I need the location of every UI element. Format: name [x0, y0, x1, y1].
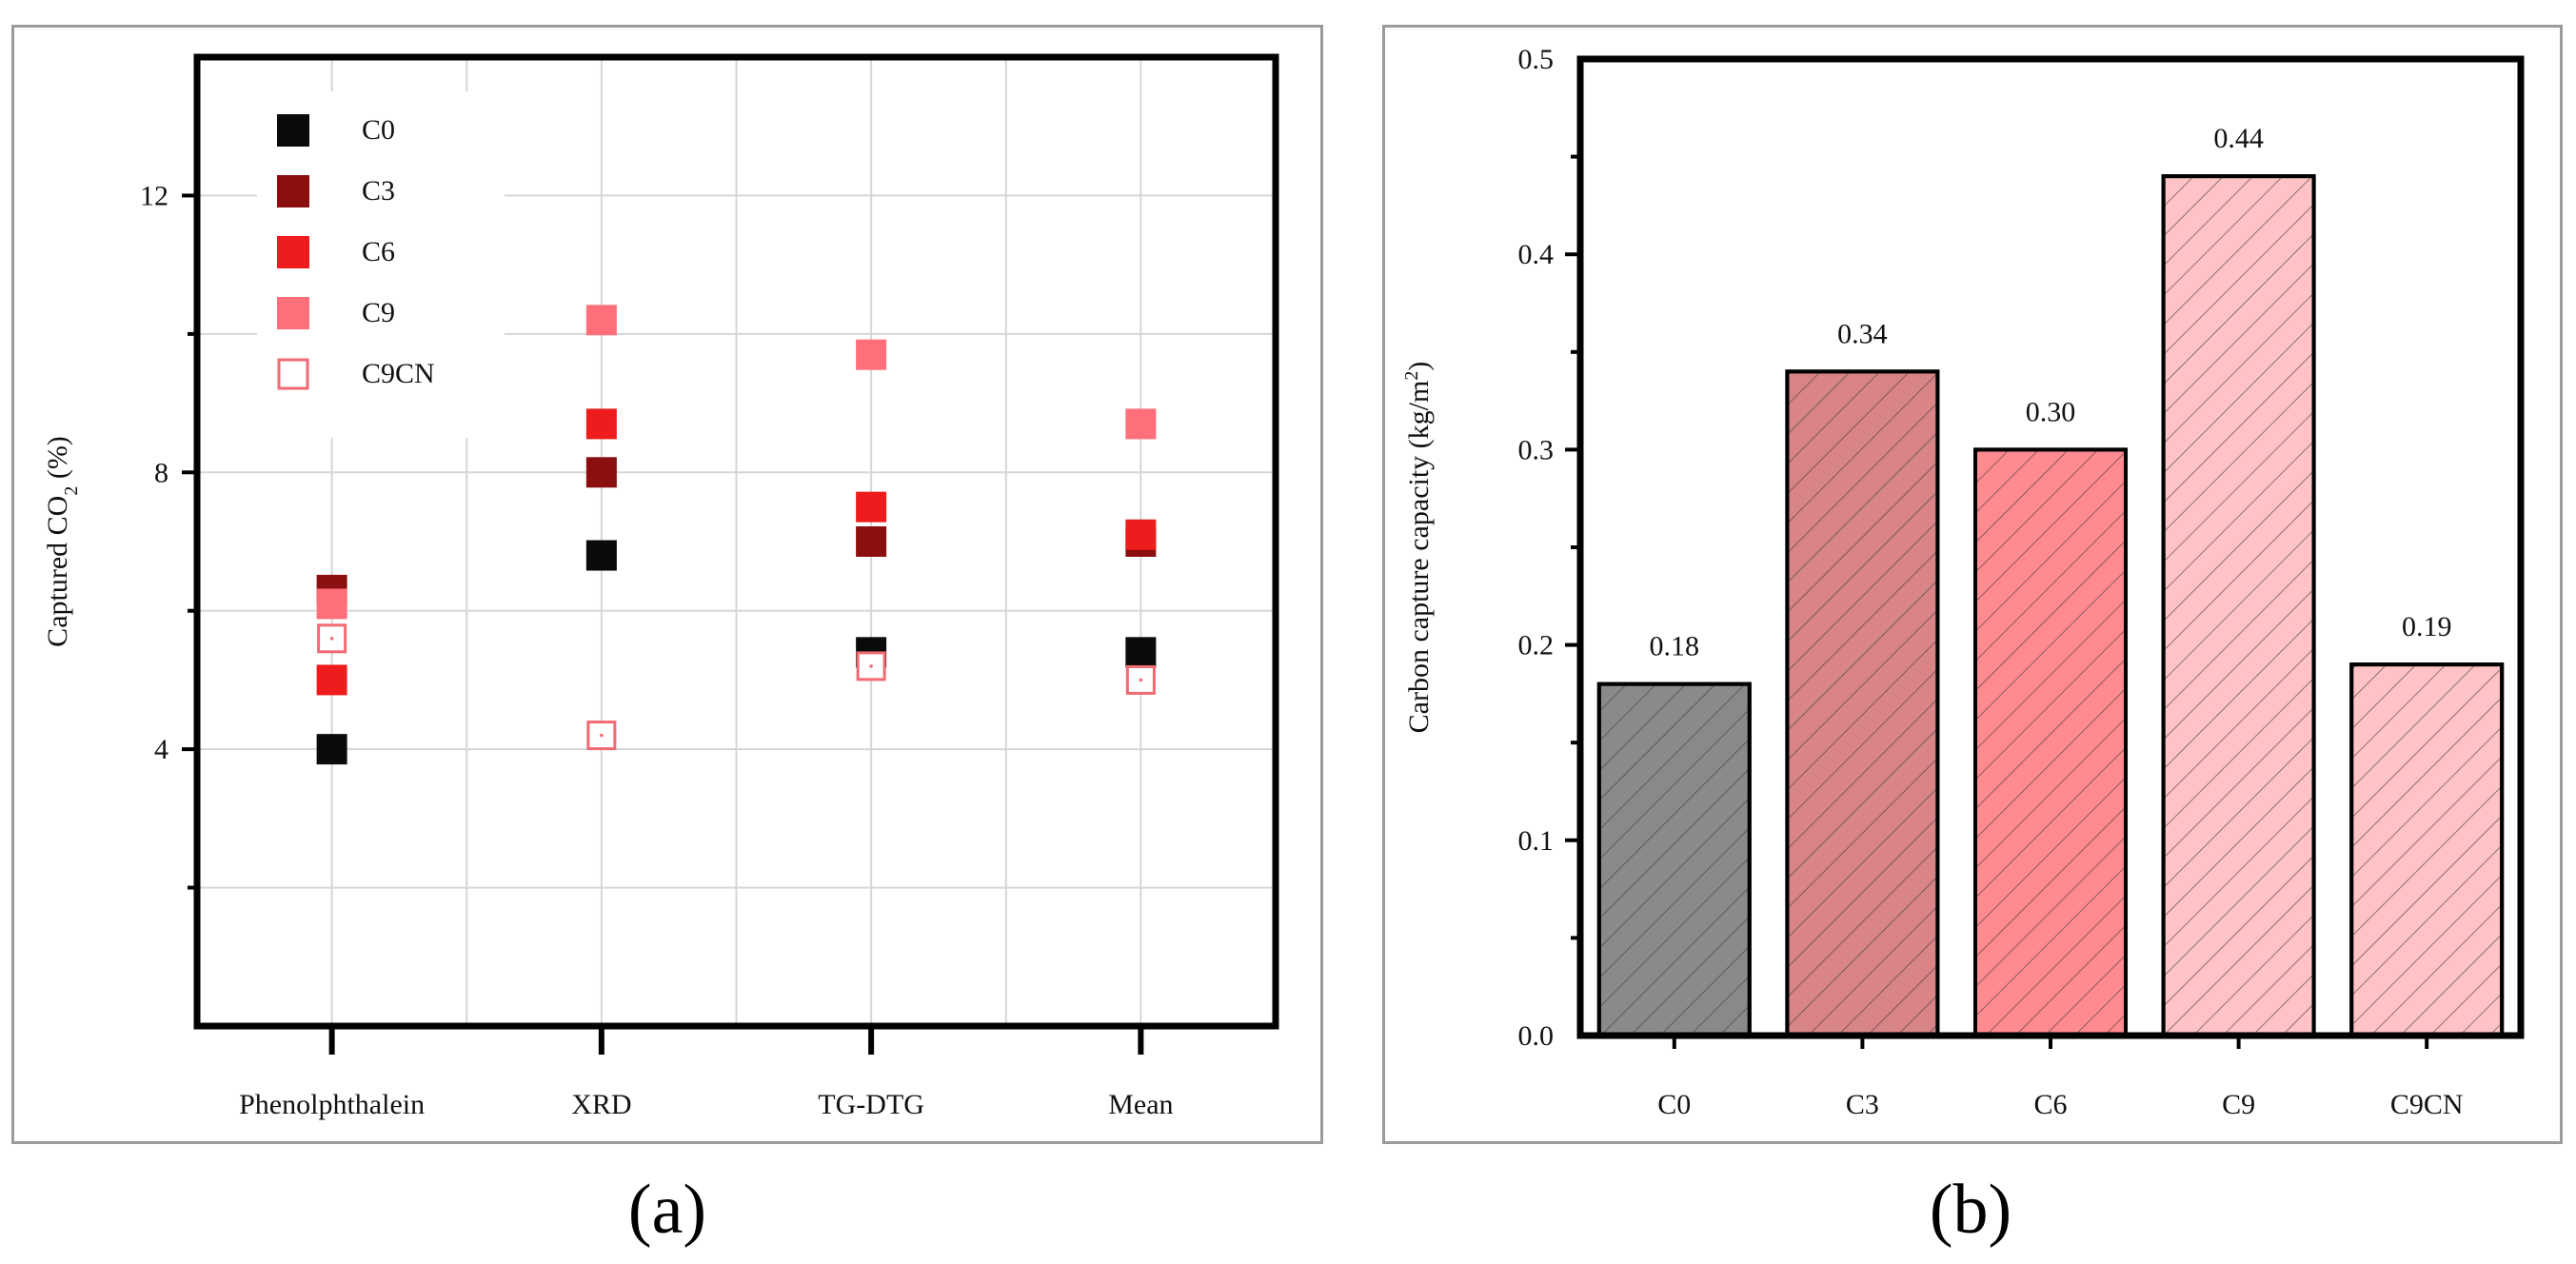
- data-point-c3: [585, 457, 617, 488]
- chart-a-y-axis-title: Captured CO2 (%): [42, 436, 82, 647]
- bar-hatch-c6: [1975, 449, 2126, 1036]
- y-tick-label: 0.2: [1518, 630, 1555, 662]
- bar-hatch-c9: [2163, 176, 2314, 1036]
- bar-value-label: 0.19: [2402, 611, 2452, 642]
- x-tick-label: C9: [2222, 1089, 2255, 1120]
- y-tick-label: 0.4: [1518, 239, 1555, 270]
- chart-b-x-tick-labels: C0 C3 C6 C9 C9CN: [1657, 1089, 2463, 1120]
- chart-a-x-tick-labels: Phenolphthalein XRD TG-DTG Mean: [239, 1089, 1173, 1120]
- bar-chart-panel: 0.0 0.1 0.2 0.3 0.4 0.5 C0 C3 C6 C9 C9CN 0.18 0.34…: [1401, 44, 2525, 1249]
- data-point-c0: [316, 734, 347, 765]
- chart-b-plot-frame: [1576, 55, 2525, 1039]
- panel-a-label: (a): [628, 1171, 706, 1249]
- legend-marker-c0: [277, 114, 309, 147]
- bar-value-label: 0.30: [2026, 396, 2076, 427]
- chart-b-data-labels: 0.18 0.34 0.30 0.44 0.19: [1650, 123, 2452, 662]
- legend-label: C6: [362, 236, 395, 267]
- data-point-c9cn: [586, 721, 617, 751]
- x-tick-label: C3: [1846, 1089, 1879, 1120]
- chart-a-y-tick-labels: 4 8 12: [140, 180, 168, 765]
- data-point-c9: [585, 305, 617, 336]
- data-point-c6: [856, 491, 887, 523]
- bar-value-label: 0.44: [2213, 123, 2264, 154]
- y-tick-label: 0.3: [1518, 434, 1555, 465]
- bar-value-label: 0.34: [1837, 318, 1888, 349]
- data-point-c6: [585, 408, 617, 440]
- data-point-c6: [316, 664, 347, 696]
- x-tick-label: C6: [2033, 1089, 2067, 1120]
- legend-marker-c3: [277, 175, 309, 207]
- x-tick-label: Phenolphthalein: [239, 1089, 425, 1120]
- y-tick-label: 12: [140, 180, 168, 211]
- x-tick-label: XRD: [571, 1089, 631, 1120]
- data-point-center-dot: [1139, 678, 1143, 682]
- chart-b-bars: [1596, 174, 2505, 1037]
- x-tick-label: C0: [1657, 1089, 1691, 1120]
- data-point-c0: [1125, 637, 1157, 668]
- scatter-chart-panel: 4 8 12 Phenolphthalein XRD TG-DTG Mean Captur…: [42, 53, 1279, 1249]
- chart-a-legend: C0 C3 C6 C9 C9CN: [257, 91, 505, 438]
- legend-marker-c6: [277, 236, 309, 268]
- legend-marker-c9cn: [277, 358, 309, 390]
- y-tick-label: 0.1: [1518, 825, 1555, 857]
- x-tick-label: C9CN: [2390, 1089, 2464, 1120]
- legend-label: C9CN: [362, 358, 435, 389]
- chart-b-y-axis-title: Carbon capture capacity (kg/m2): [1401, 362, 1435, 734]
- panel-a-frame: [11, 25, 1323, 1144]
- data-point-c0: [585, 540, 617, 571]
- y-tick-label: 8: [154, 457, 168, 488]
- panel-b-label: (b): [1930, 1171, 2011, 1249]
- legend-label: C3: [362, 175, 395, 207]
- y-tick-label: 0.0: [1518, 1020, 1555, 1052]
- chart-a-data-points: [316, 305, 1157, 765]
- data-point-c9: [316, 588, 347, 620]
- x-tick-label: TG-DTG: [818, 1089, 924, 1120]
- chart-a-plot-frame: [193, 53, 1279, 1030]
- y-tick-label: 0.5: [1518, 44, 1555, 75]
- data-point-center-dot: [600, 733, 604, 738]
- bar-hatch-c9cn: [2351, 664, 2503, 1036]
- legend-marker-c9: [277, 297, 309, 329]
- chart-b-y-tick-labels: 0.0 0.1 0.2 0.3 0.4 0.5: [1518, 44, 1555, 1052]
- bar-hatch-c0: [1598, 683, 1750, 1036]
- legend-label: C0: [362, 114, 395, 146]
- data-point-c3: [856, 526, 887, 557]
- y-tick-label: 4: [154, 734, 168, 765]
- data-point-c9: [1125, 408, 1157, 440]
- data-point-center-dot: [869, 664, 873, 668]
- bar-value-label: 0.18: [1650, 631, 1700, 662]
- bar-hatch-c3: [1787, 371, 1938, 1036]
- data-point-center-dot: [329, 637, 334, 641]
- legend-label: C9: [362, 297, 395, 328]
- data-point-c9: [856, 339, 887, 370]
- data-point-c6: [1125, 519, 1157, 550]
- x-tick-label: Mean: [1108, 1089, 1173, 1120]
